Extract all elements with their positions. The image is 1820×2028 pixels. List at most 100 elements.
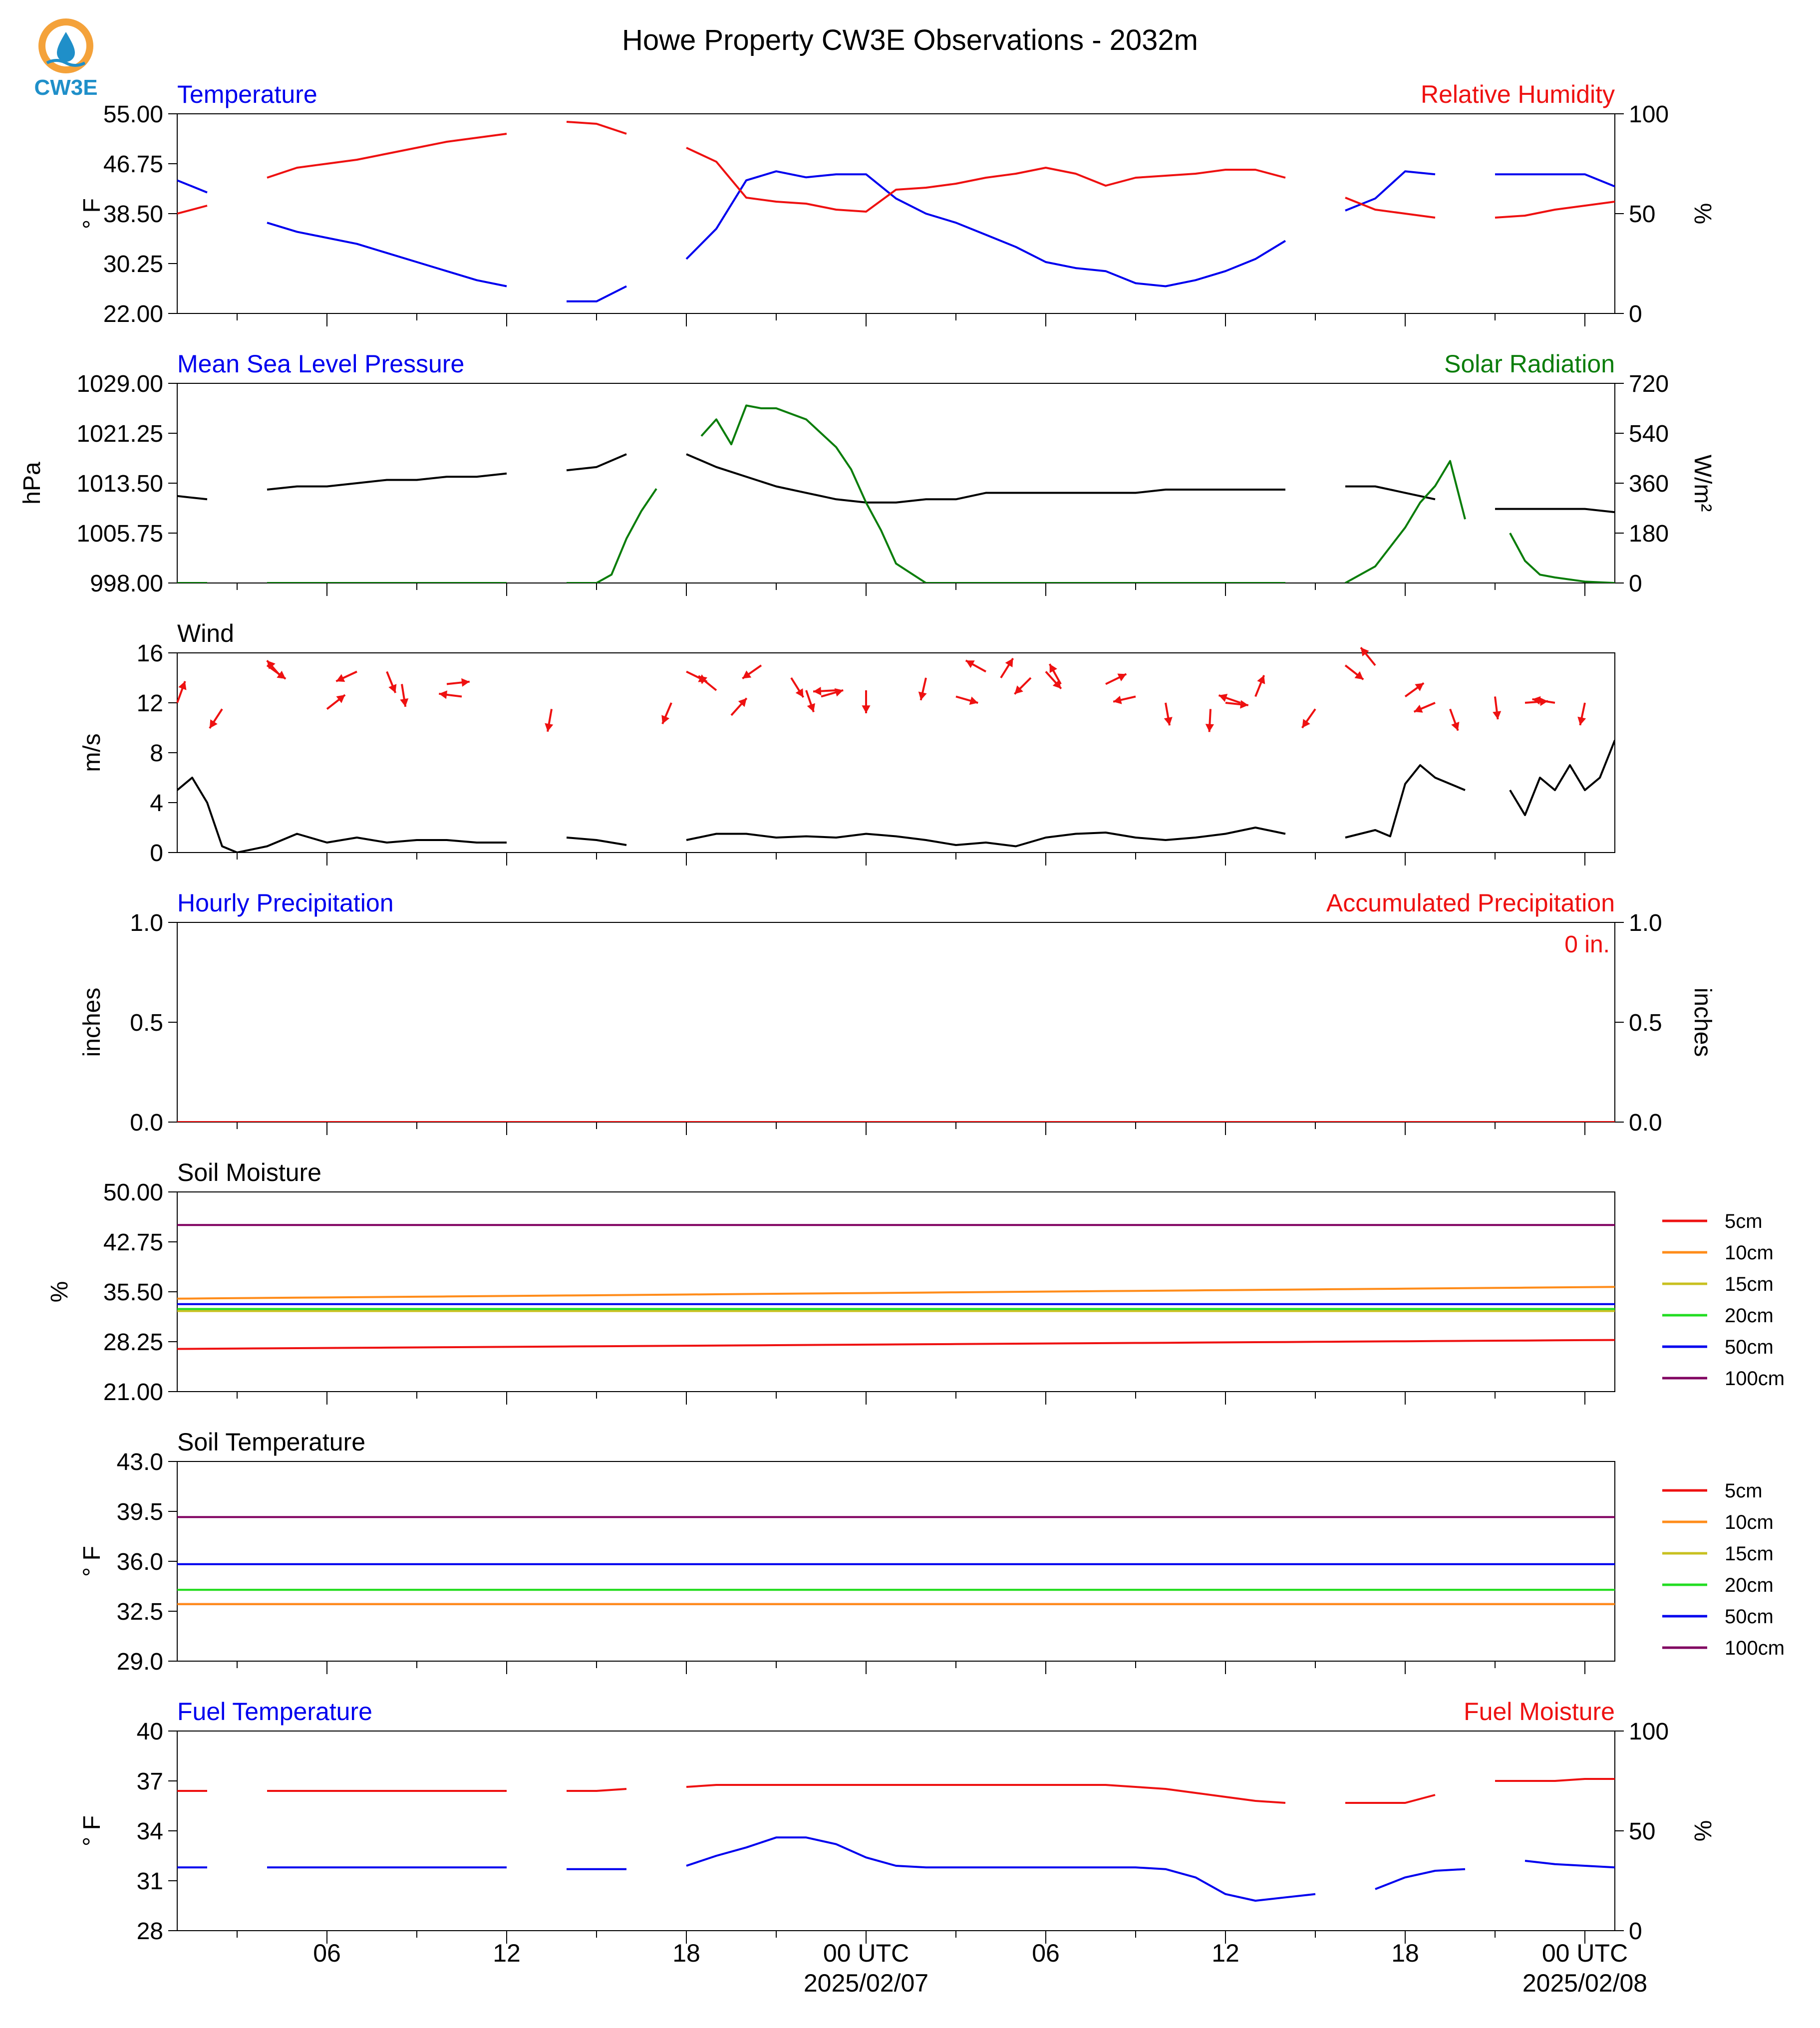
- wind-arrow-head: [1493, 711, 1502, 720]
- wind-arrow-head: [834, 688, 844, 697]
- legend-item: 10cm: [1662, 1242, 1774, 1264]
- panel-title-right: Fuel Moisture: [1464, 1698, 1615, 1726]
- y-tick-label-left: 40: [137, 1719, 163, 1745]
- y-tick-label-right: 1.0: [1629, 910, 1662, 936]
- y-tick-label-right: 0: [1629, 301, 1642, 327]
- wind-arrows: [176, 646, 1586, 732]
- panel-frame: [177, 922, 1615, 1123]
- x-tick-label: 00 UTC: [1542, 1939, 1628, 1967]
- panel-frame: [177, 1461, 1615, 1662]
- wind-arrow: [821, 688, 844, 698]
- panel-frame: [177, 652, 1615, 853]
- y-tick-label-left: 42.75: [103, 1229, 163, 1256]
- legend-item: 100cm: [1662, 1637, 1785, 1659]
- y-axis-label-right: inches: [1689, 988, 1716, 1057]
- wind-arrow-head: [862, 705, 871, 713]
- legend-item: 15cm: [1662, 1543, 1774, 1565]
- legend-item: 50cm: [1662, 1606, 1774, 1628]
- series-group: [177, 1224, 1615, 1350]
- y-tick-label-left: 1021.25: [76, 421, 163, 447]
- x-tick-label: 18: [1391, 1939, 1419, 1967]
- wind-arrow-head: [1014, 685, 1023, 694]
- wind-arrow-head: [738, 698, 747, 707]
- wind-arrow-head: [698, 676, 707, 684]
- legend-label: 20cm: [1725, 1574, 1774, 1596]
- wind-arrow-head: [965, 660, 975, 668]
- wind-arrow-head: [813, 686, 822, 696]
- legend: 5cm 10cm 15cm 20cm 50cm 100cm: [1662, 1480, 1785, 1659]
- series-group: [177, 1778, 1615, 1902]
- panel-pressure_solar: Mean Sea Level Pressure Solar Radiation 99…: [19, 350, 1716, 597]
- wind-arrow-head: [1240, 700, 1248, 709]
- legend-item: 100cm: [1662, 1368, 1785, 1390]
- y-tick-label-left: 0.0: [130, 1110, 163, 1136]
- y-tick-label-left: 35.50: [103, 1279, 163, 1306]
- y-tick-label-left: 0.5: [130, 1010, 163, 1036]
- wind-arrow-head: [1361, 647, 1369, 656]
- legend-label: 50cm: [1725, 1336, 1774, 1358]
- series-group: [177, 121, 1615, 302]
- y-axis-label-left: hPa: [19, 462, 45, 505]
- wind-arrow: [1218, 694, 1241, 704]
- y-axis-label-left: ° F: [79, 1546, 105, 1577]
- y-tick-label-left: 34: [137, 1818, 163, 1845]
- panel-precip: Hourly Precipitation Accumulated Precipit…: [79, 889, 1716, 1136]
- wind-arrow: [176, 681, 187, 703]
- wind-arrow: [1225, 700, 1248, 709]
- wind-arrow-head: [336, 695, 345, 703]
- y-tick-label-left: 36.0: [117, 1549, 163, 1575]
- panel-temp_rh: Temperature Relative Humidity 22.00 30.25 38…: [79, 80, 1716, 327]
- series-line-solar-radiation: [177, 404, 1615, 583]
- x-tick-label: 06: [313, 1939, 341, 1967]
- wind-arrow: [730, 697, 748, 716]
- series-line-5cm: [177, 1339, 1615, 1350]
- legend-label: 15cm: [1725, 1543, 1774, 1565]
- series-group: [177, 404, 1615, 583]
- y-axis-label-right: %: [1689, 1820, 1716, 1842]
- wind-arrow: [439, 690, 462, 699]
- y-tick-label-right: 720: [1629, 371, 1669, 397]
- x-tick-date-label: 2025/02/07: [804, 1969, 928, 1997]
- panel-title-left: Soil Temperature: [177, 1428, 365, 1456]
- panel-frame: [177, 1731, 1615, 1931]
- wind-arrow: [1014, 677, 1032, 695]
- wind-arrow-head: [1451, 721, 1460, 731]
- wind-arrow-head: [336, 674, 345, 682]
- panel-title-left: Mean Sea Level Pressure: [177, 350, 464, 378]
- y-tick-label-left: 37: [137, 1768, 163, 1795]
- y-tick-label-left: 21.00: [103, 1379, 163, 1406]
- y-tick-label-left: 16: [137, 640, 163, 667]
- y-axis-label-left: ° F: [79, 198, 105, 229]
- legend-label: 100cm: [1725, 1368, 1785, 1390]
- series-line-mean-sea-level-pressure: [177, 453, 1615, 514]
- legend-label: 5cm: [1725, 1210, 1763, 1232]
- y-tick-label-left: 31: [137, 1868, 163, 1895]
- y-tick-label-left: 55.00: [103, 101, 163, 128]
- x-tick-label: 18: [672, 1939, 700, 1967]
- cw3e-logo: CW3E: [34, 18, 98, 100]
- wind-arrow-head: [661, 715, 670, 724]
- wind-arrow-head: [1577, 716, 1586, 725]
- y-tick-label-left: 1013.50: [76, 471, 163, 497]
- wind-arrow-head: [1205, 724, 1214, 732]
- series-line-temperature: [177, 170, 1615, 302]
- legend-label: 100cm: [1725, 1637, 1785, 1659]
- logo-text: CW3E: [34, 75, 97, 100]
- y-axis-label-left: inches: [79, 988, 105, 1057]
- wind-arrow: [266, 659, 283, 679]
- panel-wind: Wind 0 4 8 12 16 m/s: [79, 619, 1615, 867]
- series-line-10cm: [177, 1286, 1615, 1300]
- y-tick-label-left: 1.0: [130, 910, 163, 936]
- panel-title-left: Wind: [177, 619, 234, 647]
- panel-title-right: Accumulated Precipitation: [1326, 889, 1615, 917]
- y-tick-label-right: 360: [1629, 471, 1669, 497]
- legend-label: 20cm: [1725, 1305, 1774, 1327]
- series-line-wind: [177, 740, 1615, 853]
- wind-arrow-head: [388, 684, 397, 693]
- wind-arrow-head: [545, 723, 554, 732]
- logo-drop-icon: [57, 32, 75, 62]
- y-tick-label-right: 540: [1629, 421, 1669, 447]
- y-tick-label-left: 29.0: [117, 1649, 163, 1675]
- y-tick-label-left: 46.75: [103, 151, 163, 178]
